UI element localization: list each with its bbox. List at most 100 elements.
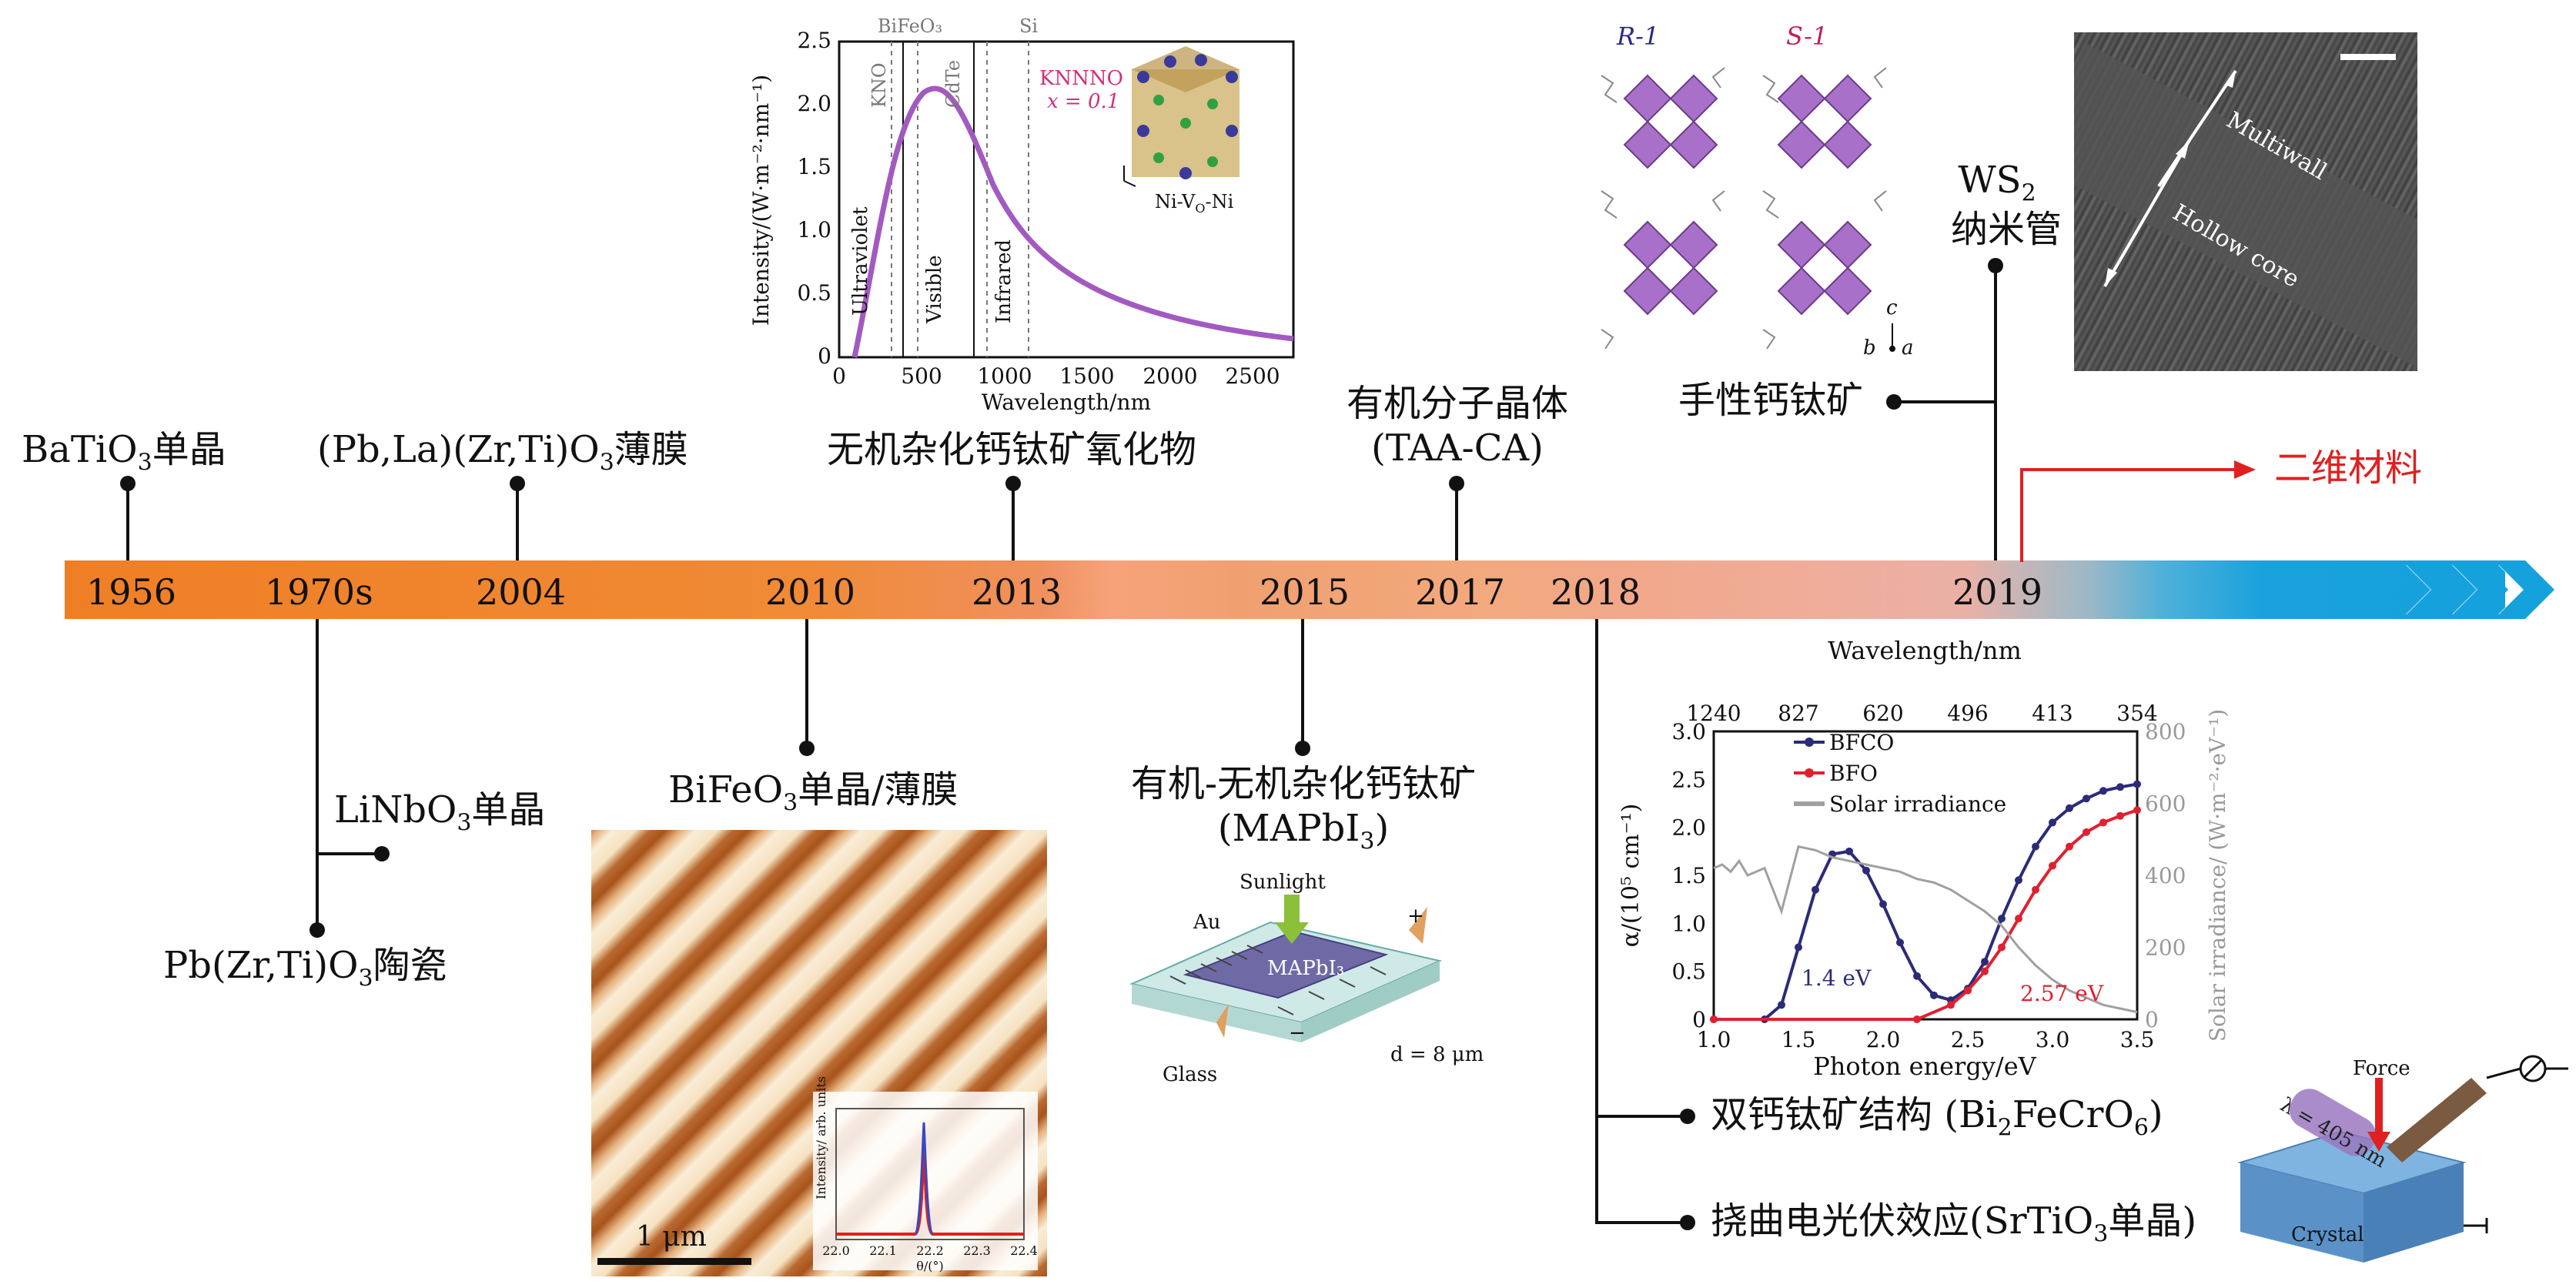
- year-2004: 2004: [476, 571, 567, 613]
- x2-tick-label: 827: [1778, 701, 1818, 726]
- legend-bfo: BFO: [1829, 761, 1878, 786]
- year-2013: 2013: [972, 571, 1062, 613]
- svg-text:1.5: 1.5: [797, 154, 831, 179]
- label-batio3: BaTiO3单晶: [22, 428, 226, 477]
- svg-text:c: c: [1886, 296, 1898, 319]
- year-2010: 2010: [765, 571, 856, 613]
- y2-tick-label: 400: [2145, 863, 2186, 888]
- label-ws2-nanotube: WS2 纳米管: [1951, 159, 2062, 251]
- svg-text:22.3: 22.3: [963, 1243, 991, 1258]
- legend-bfco: BFCO: [1829, 730, 1894, 755]
- chart-frame: [1712, 730, 2139, 1021]
- data-point: [1930, 991, 1938, 999]
- timeline-arrowheads: [2402, 560, 2554, 619]
- dot-2018-b: [1680, 1215, 1695, 1230]
- svg-text:KNNNO: KNNNO: [1039, 67, 1123, 90]
- x-tick-label: 3.5: [2120, 1027, 2155, 1052]
- chart-legend: BFCO BFO Solar irradiance: [1794, 730, 2006, 817]
- svg-text:θ/(°): θ/(°): [916, 1259, 944, 1273]
- svg-text:Ni-VO-Ni: Ni-VO-Ni: [1155, 191, 1234, 216]
- x2-tick-label: 413: [2032, 701, 2073, 726]
- svg-text:Sunlight: Sunlight: [1239, 871, 1326, 894]
- svg-text:S-1: S-1: [1786, 22, 1828, 51]
- data-point: [1913, 972, 1921, 980]
- data-point: [1998, 915, 2006, 923]
- svg-text:x = 0.1: x = 0.1: [1047, 90, 1119, 113]
- svg-text:BiFeO₃: BiFeO₃: [878, 15, 942, 37]
- svg-text:Glass: Glass: [1163, 1063, 1217, 1086]
- svg-text:2500: 2500: [1225, 363, 1280, 389]
- connector-2019: [1994, 266, 1997, 560]
- dot-2015: [1295, 741, 1310, 756]
- annotation-bfco-gap: 1.4 eV: [1802, 965, 1872, 991]
- data-point: [2015, 876, 2022, 885]
- svg-text:Infrared: Infrared: [992, 239, 1015, 323]
- data-point: [2133, 806, 2141, 815]
- svg-text:Intensity/(W·m⁻²·nm⁻¹): Intensity/(W·m⁻²·nm⁻¹): [748, 75, 774, 326]
- arrow-2d-materials: [2020, 460, 2256, 562]
- data-point: [2066, 842, 2073, 851]
- data-point: [2099, 787, 2107, 795]
- x2-tick-label: 496: [1947, 701, 1988, 726]
- data-point: [2015, 915, 2022, 923]
- svg-text:−: −: [1289, 1022, 1306, 1045]
- data-point: [2049, 861, 2056, 870]
- data-point: [2083, 828, 2090, 836]
- series-line-solar-irradiance: [1713, 845, 2138, 1014]
- annotation-bfo-gap: 2.57 eV: [2020, 981, 2104, 1006]
- x2-tick-label: 620: [1862, 701, 1903, 726]
- x-tick-label: 1.5: [1781, 1027, 1816, 1052]
- svg-text:Si: Si: [1019, 15, 1038, 37]
- x2-tick-label: 354: [2116, 701, 2157, 726]
- y-tick-label: 2.0: [1671, 815, 1706, 841]
- absorption-chart: Wavelength/nm Photon energy/eV α/(10⁵ cm…: [1618, 636, 2230, 1081]
- data-point: [1778, 1001, 1785, 1009]
- legend-solar: Solar irradiance: [1829, 791, 2006, 817]
- y-axis-label: α/(10⁵ cm⁻¹): [1618, 804, 1644, 948]
- label-taa-ca: 有机分子晶体 (TAA-CA): [1346, 382, 1568, 470]
- svg-text:CdTe: CdTe: [942, 60, 964, 108]
- svg-text:+: +: [1407, 905, 1424, 928]
- data-point: [1795, 943, 1802, 952]
- connector-2004: [516, 483, 519, 560]
- label-bifeo3: BiFeO3单晶/薄膜: [668, 768, 958, 817]
- svg-text:MAPbI₃: MAPbI₃: [1267, 957, 1344, 980]
- y-tick-label: 0: [1692, 1007, 1706, 1032]
- flexo-panel: Force λ = 405 nm Crystal: [2237, 1055, 2568, 1263]
- tem-scale-bar: [2340, 54, 2396, 60]
- y2-tick-label: 600: [2145, 791, 2186, 817]
- svg-text:0.5: 0.5: [797, 280, 831, 306]
- label-chiral-perovskite: 手性钙钛矿: [1678, 379, 1864, 422]
- data-point: [1964, 986, 1972, 995]
- label-inorganic-hybrid: 无机杂化钙钛矿氧化物: [827, 428, 1197, 471]
- dot-ws2: [1988, 258, 2003, 273]
- svg-text:22.0: 22.0: [822, 1243, 850, 1258]
- dot-2010: [799, 741, 815, 756]
- svg-text:Visible: Visible: [923, 255, 946, 324]
- x2-tick-label: 1240: [1686, 701, 1741, 726]
- svg-text:500: 500: [901, 363, 942, 389]
- dot-2017: [1449, 476, 1464, 491]
- dot-2004: [510, 476, 525, 491]
- x2-axis-label: Wavelength/nm: [1828, 636, 2022, 665]
- label-mapbi3: 有机-无机杂化钙钛矿 (MAPbI3): [1130, 762, 1477, 855]
- y-tick-label: 3.0: [1671, 719, 1706, 744]
- label-pzt: Pb(Zr,Ti)O3陶瓷: [163, 944, 447, 992]
- svg-text:KNO: KNO: [868, 62, 890, 108]
- x-tick-label: 2.5: [1951, 1027, 1986, 1052]
- svg-text:b: b: [1863, 336, 1876, 360]
- svg-text:22.4: 22.4: [1010, 1243, 1038, 1258]
- timeline-bar: [65, 560, 2505, 619]
- connector-2017: [1455, 483, 1458, 560]
- y-tick-label: 1.5: [1671, 863, 1706, 888]
- data-point: [1710, 1015, 1718, 1023]
- data-point: [1845, 847, 1853, 855]
- dot-2018-a: [1680, 1109, 1695, 1124]
- x-tick-label: 2.0: [1866, 1027, 1901, 1052]
- tem-annotations: Multiwall Hollow core: [2103, 69, 2331, 293]
- svg-text:2.5: 2.5: [797, 28, 831, 53]
- svg-text:1500: 1500: [1059, 363, 1114, 389]
- y2-tick-label: 0: [2145, 1007, 2159, 1032]
- data-point: [2133, 780, 2141, 788]
- domain-overlay: 22.0 22.1 22.2 22.3 22.4 θ/(°) Intensity…: [597, 1076, 1038, 1273]
